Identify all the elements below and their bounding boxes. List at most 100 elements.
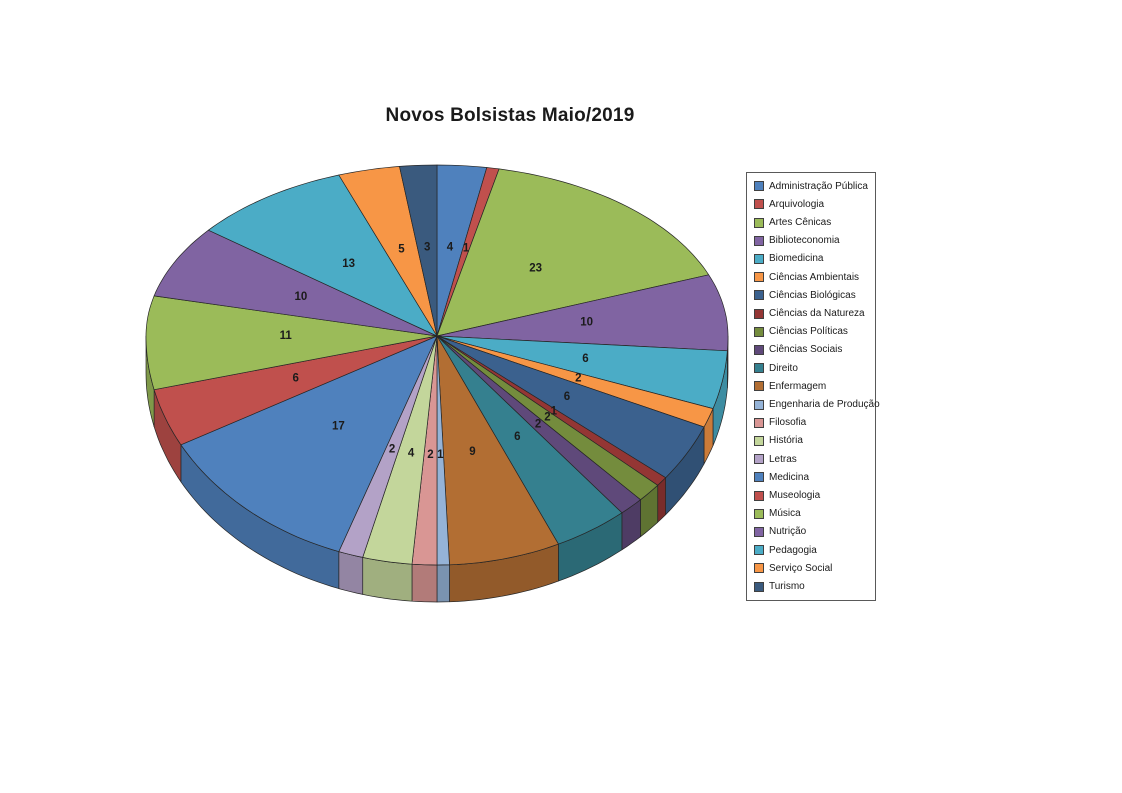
data-label: 9 bbox=[469, 446, 475, 458]
legend-swatch bbox=[754, 581, 764, 592]
legend-item: Ciências Sociais bbox=[754, 344, 873, 355]
legend-swatch bbox=[754, 290, 764, 301]
data-label: 11 bbox=[280, 330, 293, 342]
legend-label: Música bbox=[769, 508, 801, 520]
legend-label: Pedagogia bbox=[769, 544, 817, 556]
legend-label: Turismo bbox=[769, 581, 805, 593]
data-label: 6 bbox=[564, 391, 570, 403]
legend-label: Biblioteconomia bbox=[769, 235, 840, 247]
legend-label: História bbox=[769, 435, 803, 447]
legend-swatch bbox=[754, 508, 764, 519]
data-label: 2 bbox=[575, 373, 581, 385]
legend-swatch bbox=[754, 217, 764, 228]
chart-title: Novos Bolsistas Maio/2019 bbox=[385, 105, 635, 126]
legend-item: Filosofia bbox=[754, 417, 873, 428]
legend-swatch bbox=[754, 326, 764, 337]
legend-label: Engenharia de Produção bbox=[769, 399, 880, 411]
data-label: 13 bbox=[342, 258, 355, 270]
legend-label: Serviço Social bbox=[769, 562, 833, 574]
pie-slice bbox=[180, 335, 438, 552]
pie-slice bbox=[436, 274, 729, 352]
legend-label: Letras bbox=[769, 453, 797, 465]
data-label: 4 bbox=[447, 241, 454, 253]
legend-swatch bbox=[754, 399, 764, 410]
legend-label: Arquivologia bbox=[769, 198, 825, 210]
legend-item: Ciências da Natureza bbox=[754, 308, 873, 319]
pie-slice bbox=[153, 335, 438, 446]
legend-label: Filosofia bbox=[769, 417, 807, 429]
legend-swatch bbox=[754, 545, 764, 556]
legend-label: Ciências Sociais bbox=[769, 344, 843, 356]
pie-slice-side bbox=[338, 551, 364, 595]
data-label: 10 bbox=[580, 317, 593, 329]
legend-item: Ciências Biológicas bbox=[754, 290, 873, 301]
data-label: 2 bbox=[389, 444, 395, 456]
legend-item: Ciências Ambientais bbox=[754, 272, 873, 283]
legend-swatch bbox=[754, 563, 764, 574]
legend-swatch bbox=[754, 272, 764, 283]
legend-swatch bbox=[754, 181, 764, 192]
legend-label: Museologia bbox=[769, 490, 821, 502]
data-label: 5 bbox=[398, 244, 405, 256]
legend-label: Artes Cênicas bbox=[769, 217, 832, 228]
legend-label: Ciências Ambientais bbox=[769, 271, 860, 283]
legend-label: Nutrição bbox=[769, 526, 807, 538]
data-label: 17 bbox=[332, 420, 345, 432]
pie-slice bbox=[153, 229, 438, 337]
pie-slice bbox=[145, 295, 438, 391]
pie-slice bbox=[362, 335, 438, 565]
legend-item: Nutrição bbox=[754, 526, 873, 537]
legend-swatch bbox=[754, 253, 764, 264]
data-label: 10 bbox=[295, 291, 308, 303]
pie-slice bbox=[436, 335, 623, 545]
legend-item: Engenharia de Produção bbox=[754, 399, 880, 410]
legend-label: Ciências Políticas bbox=[769, 326, 848, 338]
legend-swatch bbox=[754, 235, 764, 246]
legend-item: Enfermagem bbox=[754, 381, 873, 392]
legend-swatch bbox=[754, 526, 764, 537]
legend-swatch bbox=[754, 435, 764, 446]
legend-item: Museologia bbox=[754, 490, 873, 501]
data-label: 1 bbox=[551, 406, 558, 418]
legend-item: Artes Cênicas bbox=[754, 217, 873, 228]
legend-item: Pedagogia bbox=[754, 545, 873, 556]
legend-swatch bbox=[754, 199, 764, 210]
legend-label: Medicina bbox=[769, 471, 810, 483]
legend-item: História bbox=[754, 435, 873, 446]
data-label: 23 bbox=[529, 263, 542, 275]
legend-label: Administração Pública bbox=[769, 180, 868, 192]
pie-slice-side bbox=[436, 564, 450, 603]
pie-slice-side bbox=[411, 563, 438, 603]
legend-item: Ciências Políticas bbox=[754, 326, 873, 337]
legend-item: Biblioteconomia bbox=[754, 235, 873, 246]
legend-swatch bbox=[754, 417, 764, 428]
pie-slice-side bbox=[362, 557, 413, 602]
data-label: 4 bbox=[408, 447, 415, 459]
legend-swatch bbox=[754, 381, 764, 392]
data-label: 6 bbox=[514, 431, 520, 443]
data-label: 2 bbox=[427, 449, 433, 461]
pie-slice bbox=[338, 166, 438, 337]
data-label: 1 bbox=[437, 449, 444, 461]
legend-item: Biomedicina bbox=[754, 253, 873, 264]
pie-slice bbox=[436, 168, 710, 337]
data-label: 6 bbox=[582, 353, 588, 365]
pie-slice bbox=[399, 164, 438, 337]
data-label: 2 bbox=[544, 411, 550, 423]
legend-item: Administração Pública bbox=[754, 181, 873, 192]
legend-swatch bbox=[754, 308, 764, 319]
pie-slice bbox=[436, 335, 559, 566]
pie-slice bbox=[436, 335, 728, 409]
data-label: 2 bbox=[535, 419, 541, 431]
legend-swatch bbox=[754, 363, 764, 374]
pie-slice bbox=[436, 335, 705, 479]
legend-item: Música bbox=[754, 508, 873, 519]
legend-swatch bbox=[754, 344, 764, 355]
legend-swatch bbox=[754, 472, 764, 483]
data-label: 1 bbox=[463, 243, 470, 255]
legend-swatch bbox=[754, 490, 764, 501]
pie-slice bbox=[208, 174, 438, 337]
legend-label: Direito bbox=[769, 362, 798, 374]
legend-label: Enfermagem bbox=[769, 380, 827, 392]
